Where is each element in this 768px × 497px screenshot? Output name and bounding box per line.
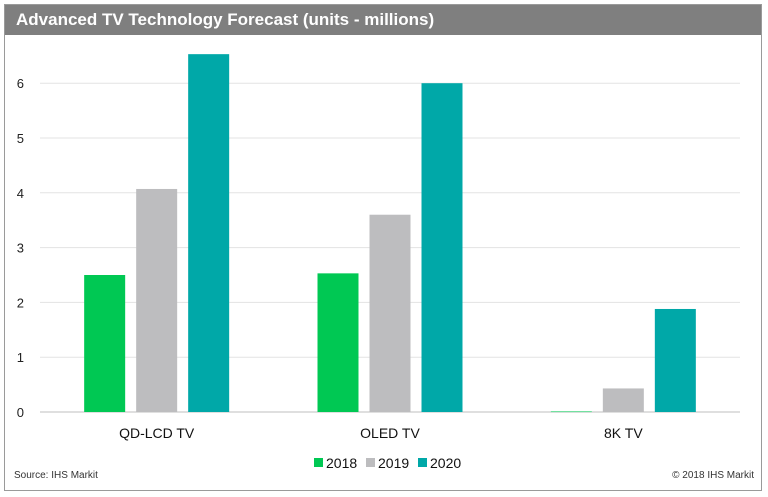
bar-2020 [421, 83, 463, 412]
y-tick-label: 3 [17, 241, 24, 256]
x-category-label: 8K TV [604, 425, 643, 441]
y-tick-label: 6 [17, 76, 24, 91]
bar-2019 [602, 388, 644, 412]
source-note: Source: IHS Markit [14, 470, 98, 481]
y-tick-label: 0 [17, 405, 24, 420]
bar-2020 [188, 54, 230, 412]
y-tick-label: 1 [17, 350, 24, 365]
chart-title-bar: Advanced TV Technology Forecast (units -… [5, 5, 761, 35]
x-category-label: OLED TV [360, 425, 420, 441]
bar-2019 [369, 214, 411, 412]
bar-2018 [550, 411, 592, 413]
bar-2020 [654, 308, 696, 412]
legend-label-2020: 2020 [430, 455, 461, 471]
legend-label-2019: 2019 [378, 455, 409, 471]
y-tick-label: 2 [17, 295, 24, 310]
legend-swatch-2018 [314, 458, 323, 467]
legend-swatch-2019 [366, 458, 375, 467]
bar-2018 [317, 273, 359, 412]
y-tick-label: 5 [17, 131, 24, 146]
bar-2019 [136, 188, 178, 412]
copyright-note: © 2018 IHS Markit [672, 470, 754, 481]
x-category-label: QD-LCD TV [119, 425, 195, 441]
bar-2018 [84, 275, 126, 412]
y-tick-label: 4 [17, 186, 24, 201]
chart-title: Advanced TV Technology Forecast (units -… [16, 10, 435, 29]
legend-label-2018: 2018 [326, 455, 357, 471]
legend-swatch-2020 [418, 458, 427, 467]
